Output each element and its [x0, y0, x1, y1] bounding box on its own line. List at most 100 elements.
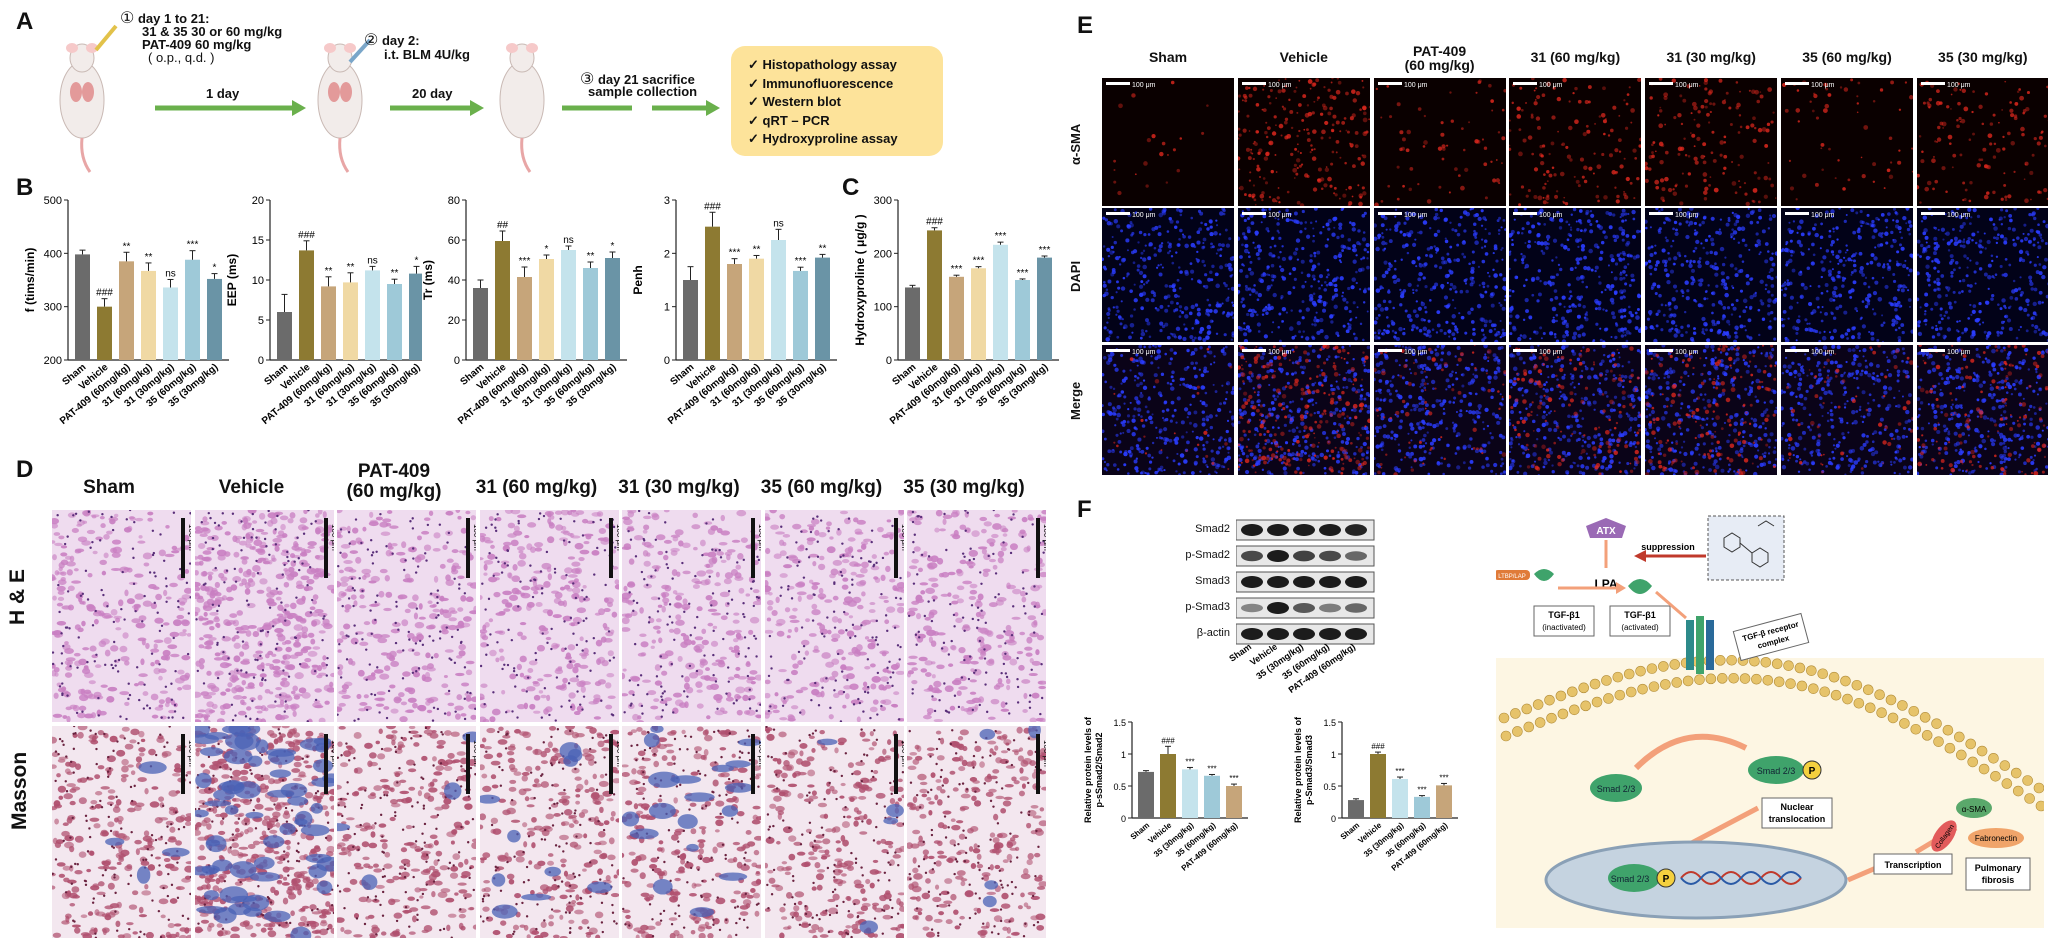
- tgf-inactive-protein: [1534, 569, 1554, 581]
- bar: [1037, 257, 1052, 360]
- step-3-line-1: day 21 sacrifice: [597, 72, 695, 87]
- blot-band: [1267, 524, 1289, 536]
- scale-bar: [1785, 349, 1809, 352]
- he-image-2: 100 μm: [337, 510, 476, 722]
- panel-d-col-header-3: 31 (60 mg/kg): [475, 477, 598, 498]
- scale-bar: [1106, 349, 1130, 352]
- significance-label: **: [123, 241, 131, 252]
- y-tick-label: 400: [44, 248, 62, 260]
- arrow-1-label: 1 day: [206, 86, 240, 101]
- scale-bar: [323, 734, 328, 794]
- panel-d-col-header-2: PAT-409 (60 mg/kg): [346, 461, 442, 502]
- scale-bar-label: 100 μm: [757, 524, 761, 551]
- step-3-line-2: sample collection: [588, 84, 698, 99]
- scale-bar-label: 100 μm: [1675, 349, 1699, 356]
- scale-bar: [1920, 212, 1945, 215]
- significance-label: *: [213, 263, 217, 274]
- bar: [299, 250, 314, 360]
- y-tick-label: 1.5: [1113, 718, 1126, 728]
- bar: [321, 286, 336, 360]
- panel-e-col-header-4: 31 (30 mg/kg): [1666, 49, 1756, 65]
- scale-bar: [466, 518, 470, 578]
- scale-bar: [323, 518, 328, 578]
- timeline-arrow-3: [562, 100, 720, 116]
- y-tick-label: 200: [874, 248, 892, 260]
- y-tick-label: 1.5: [1323, 718, 1336, 728]
- significance-label: *: [415, 255, 419, 266]
- scale-bar: [751, 518, 755, 578]
- bar: [75, 254, 90, 360]
- significance-label: ***: [1185, 757, 1194, 766]
- panel-e-col-header-5: 35 (60 mg/kg): [1802, 49, 1892, 65]
- bar: [409, 273, 422, 360]
- y-tick-label: 0: [1331, 814, 1336, 824]
- scale-bar: [1649, 212, 1674, 215]
- scale-bar: [1920, 349, 1945, 352]
- mouse-1-illustration: [59, 24, 118, 173]
- blot-band: [1319, 628, 1341, 640]
- bar: [1226, 786, 1242, 818]
- scale-bar: [1036, 518, 1040, 578]
- blot-band: [1267, 550, 1289, 562]
- y-tick-label: 1: [1121, 750, 1126, 760]
- he-image-3: 100 μm: [479, 510, 619, 722]
- ltbp-protein: [1496, 570, 1530, 580]
- masson-image-6: 100 μm: [907, 726, 1046, 938]
- scale-bar: [1649, 82, 1674, 85]
- if-image-asma-3: 100 μm: [1509, 78, 1642, 206]
- panel-d-col-header-4: 31 (30 mg/kg): [618, 477, 740, 498]
- bar: [905, 287, 920, 360]
- panel-d-row-he: H & E: [6, 568, 29, 625]
- bar: [119, 261, 134, 360]
- significance-label: ***: [1395, 767, 1404, 776]
- step-1-text: ① day 1 to 21: 31 & 35 30 or 60 mg/kg PA…: [120, 10, 282, 65]
- y-tick-label: 0.5: [1113, 782, 1126, 792]
- y-tick-label: 80: [448, 195, 460, 207]
- significance-label: ##: [497, 220, 509, 231]
- arrow-2-label: 20 day: [412, 86, 453, 101]
- bar: [605, 258, 620, 360]
- blot-band: [1241, 603, 1263, 613]
- suppression-label: suppression: [1641, 542, 1695, 552]
- assay-item-4: ✓ qRT – PCR: [748, 112, 830, 128]
- bar: [705, 226, 720, 360]
- y-tick-label: 15: [252, 235, 264, 247]
- blot-band: [1345, 628, 1367, 640]
- nuclear-smad-protein: [1608, 864, 1660, 892]
- blot-band: [1241, 524, 1263, 536]
- significance-label: **: [145, 252, 153, 263]
- step-1-number: ①: [120, 10, 135, 27]
- scale-bar-label: 100 μm: [1947, 82, 1971, 89]
- scale-bar: [1513, 82, 1538, 85]
- bar: [749, 258, 764, 360]
- blot-label-psmad2: p-Smad2: [1185, 549, 1230, 561]
- y-tick-label: 5: [258, 315, 264, 327]
- significance-label: ###: [298, 230, 315, 241]
- significance-label: **: [587, 251, 595, 262]
- scale-bar: [1377, 82, 1402, 85]
- bar: [1414, 796, 1430, 818]
- pulmonary-fibrosis-label: Pulmonary: [1975, 863, 2022, 873]
- blot-band: [1241, 576, 1263, 588]
- scale-bar-label: 100 μm: [1132, 349, 1156, 356]
- scale-bar-label: 100 μm: [900, 524, 904, 551]
- panel-d-col-header-6: 35 (30 mg/kg): [903, 477, 1025, 498]
- assay-list: ✓ Histopathology assay ✓ Immunofluoresce…: [748, 56, 898, 149]
- y-axis-label: Relative protein levels ofp-sSmad2/Smad2: [1083, 716, 1104, 823]
- significance-label: ***: [973, 256, 985, 267]
- bar: [1348, 800, 1364, 818]
- step-2-line-2: i.t. BLM 4U/kg: [384, 47, 470, 62]
- significance-label: ###: [1371, 742, 1385, 751]
- blot-label-smad3: Smad3: [1195, 575, 1230, 587]
- panel-label-c: C: [842, 174, 860, 201]
- if-image-asma-6: 100 μm: [1916, 78, 2048, 206]
- blot-band: [1345, 576, 1367, 588]
- blot-band: [1345, 603, 1367, 613]
- masson-image-3: 100 μm: [479, 726, 619, 938]
- panel-a-timeline: [59, 24, 720, 173]
- transcription-box: [1873, 853, 1953, 875]
- scale-bar-label: 100 μm: [1404, 82, 1428, 89]
- if-image-dapi-1: 100 μm: [1237, 208, 1370, 342]
